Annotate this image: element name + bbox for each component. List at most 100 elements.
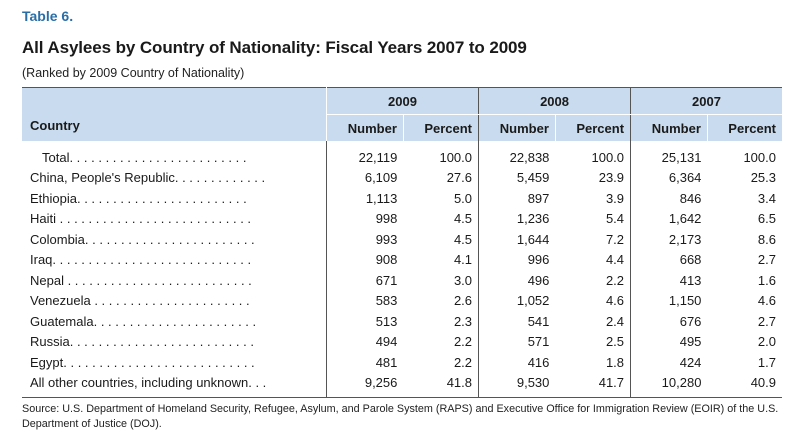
number-cell-2009: 583 xyxy=(326,290,404,311)
percent-cell-2007: 1.6 xyxy=(757,272,776,288)
percent-cell-2007: 25.3 xyxy=(750,170,776,186)
number-cell-2007: 2,173 xyxy=(630,229,708,250)
percent-cell-2007: 100.0 xyxy=(743,149,776,165)
percent-cell-2008: 41.7 xyxy=(598,375,625,391)
number-cell-2009: 6,109 xyxy=(326,167,404,188)
number-cell-2008: 897 xyxy=(478,188,556,209)
percent-cell-2008: 5.4 xyxy=(605,211,625,227)
number-cell-2008: 541 xyxy=(478,311,556,332)
year-header-2009: 2009 xyxy=(325,87,479,115)
source-note: Source: U.S. Department of Homeland Secu… xyxy=(22,403,779,430)
percent-cell-2007: 1.7 xyxy=(757,354,776,370)
year-header-2008: 2008 xyxy=(478,87,631,115)
percent-cell-2007: 2.7 xyxy=(757,252,776,268)
percent-cell-2008: 3.9 xyxy=(605,190,625,206)
number-cell-2007: 413 xyxy=(630,270,708,291)
number-cell-2009: 1,113 xyxy=(326,188,404,209)
percent-cell-2009: 41.8 xyxy=(446,375,473,391)
number-cell-2007: 424 xyxy=(630,352,708,373)
percent-cell-2009: 4.5 xyxy=(453,231,473,247)
number-cell-2009: 998 xyxy=(326,208,404,229)
table-row: All other countries, including unknown. … xyxy=(22,372,782,398)
percent-cell-2007: 4.6 xyxy=(757,293,776,309)
number-cell-2009: 671 xyxy=(326,270,404,291)
number-cell-2008: 22,838 xyxy=(478,141,556,168)
percent-cell-2009: 100.0 xyxy=(439,149,473,165)
number-cell-2008: 416 xyxy=(478,352,556,373)
percent-cell-2007: 6.5 xyxy=(757,211,776,227)
number-cell-2009: 494 xyxy=(326,331,404,352)
asylees-table: Country 2009 2008 2007 Number Percent Nu… xyxy=(22,87,782,398)
percent-cell-2008: 100.0 xyxy=(591,149,625,165)
number-header-2009: Number xyxy=(326,114,404,141)
table-row: Guatemala. . . . . . . . . . . . . . . .… xyxy=(22,311,782,332)
percent-cell-2008: 1.8 xyxy=(605,354,625,370)
number-cell-2009: 908 xyxy=(326,249,404,270)
number-cell-2007: 25,131 xyxy=(630,141,708,168)
country-column-header: Country xyxy=(22,87,327,141)
table-label: Table 6. xyxy=(22,8,74,24)
country-cell: Guatemala. . . . . . . . . . . . . . . .… xyxy=(30,313,257,329)
number-cell-2008: 9,530 xyxy=(478,372,556,398)
number-cell-2008: 996 xyxy=(478,249,556,270)
number-cell-2008: 1,644 xyxy=(478,229,556,250)
table-row: Iraq. . . . . . . . . . . . . . . . . . … xyxy=(22,249,782,270)
number-cell-2009: 22,119 xyxy=(326,141,404,168)
table-row: Total. . . . . . . . . . . . . . . . . .… xyxy=(22,141,782,168)
number-cell-2007: 668 xyxy=(630,249,708,270)
percent-cell-2009: 27.6 xyxy=(446,170,473,186)
number-cell-2009: 993 xyxy=(326,229,404,250)
percent-cell-2007: 3.4 xyxy=(757,190,776,206)
percent-header-2008: Percent xyxy=(555,114,631,141)
percent-cell-2008: 2.5 xyxy=(605,334,625,350)
number-cell-2008: 571 xyxy=(478,331,556,352)
percent-cell-2009: 2.2 xyxy=(453,354,473,370)
percent-cell-2009: 4.1 xyxy=(453,252,473,268)
percent-cell-2009: 2.6 xyxy=(453,293,473,309)
percent-cell-2007: 2.7 xyxy=(757,313,776,329)
table-row: Colombia. . . . . . . . . . . . . . . . … xyxy=(22,229,782,250)
number-cell-2007: 1,150 xyxy=(630,290,708,311)
country-cell: Egypt. . . . . . . . . . . . . . . . . .… xyxy=(30,354,255,370)
country-cell: China, People's Republic. . . . . . . . … xyxy=(30,170,266,186)
table-row: Venezuela . . . . . . . . . . . . . . . … xyxy=(22,290,782,311)
country-cell: All other countries, including unknown. … xyxy=(30,375,267,391)
country-cell: Total. . . . . . . . . . . . . . . . . .… xyxy=(42,149,247,165)
percent-cell-2008: 23.9 xyxy=(598,170,625,186)
country-cell: Iraq. . . . . . . . . . . . . . . . . . … xyxy=(30,252,252,268)
number-cell-2007: 846 xyxy=(630,188,708,209)
number-cell-2009: 481 xyxy=(326,352,404,373)
number-cell-2009: 9,256 xyxy=(326,372,404,398)
percent-cell-2008: 4.4 xyxy=(605,252,625,268)
number-cell-2007: 10,280 xyxy=(630,372,708,398)
country-cell: Venezuela . . . . . . . . . . . . . . . … xyxy=(30,293,250,309)
percent-cell-2008: 4.6 xyxy=(605,293,625,309)
number-cell-2008: 1,236 xyxy=(478,208,556,229)
percent-cell-2008: 7.2 xyxy=(605,231,625,247)
percent-cell-2008: 2.2 xyxy=(605,272,625,288)
percent-header-2009: Percent xyxy=(403,114,479,141)
table-row: China, People's Republic. . . . . . . . … xyxy=(22,167,782,188)
number-header-2008: Number xyxy=(478,114,556,141)
percent-header-2007: Percent xyxy=(707,114,782,141)
table-row: Egypt. . . . . . . . . . . . . . . . . .… xyxy=(22,352,782,373)
percent-cell-2009: 5.0 xyxy=(453,190,473,206)
percent-cell-2007: 40.9 xyxy=(750,375,776,391)
percent-cell-2009: 2.2 xyxy=(453,334,473,350)
percent-cell-2009: 2.3 xyxy=(453,313,473,329)
table-body: Total. . . . . . . . . . . . . . . . . .… xyxy=(22,141,782,398)
number-cell-2007: 495 xyxy=(630,331,708,352)
number-cell-2008: 496 xyxy=(478,270,556,291)
table-row: Nepal . . . . . . . . . . . . . . . . . … xyxy=(22,270,782,291)
percent-cell-2009: 3.0 xyxy=(453,272,473,288)
percent-cell-2007: 2.0 xyxy=(757,334,776,350)
number-header-2007: Number xyxy=(630,114,708,141)
number-cell-2008: 1,052 xyxy=(478,290,556,311)
number-cell-2009: 513 xyxy=(326,311,404,332)
page-subtitle: (Ranked by 2009 Country of Nationality) xyxy=(22,66,245,80)
country-cell: Haiti . . . . . . . . . . . . . . . . . … xyxy=(30,211,252,227)
table-row: Ethiopia. . . . . . . . . . . . . . . . … xyxy=(22,188,782,209)
year-header-2007: 2007 xyxy=(630,87,782,115)
percent-cell-2008: 2.4 xyxy=(605,313,625,329)
table-row: Haiti . . . . . . . . . . . . . . . . . … xyxy=(22,208,782,229)
